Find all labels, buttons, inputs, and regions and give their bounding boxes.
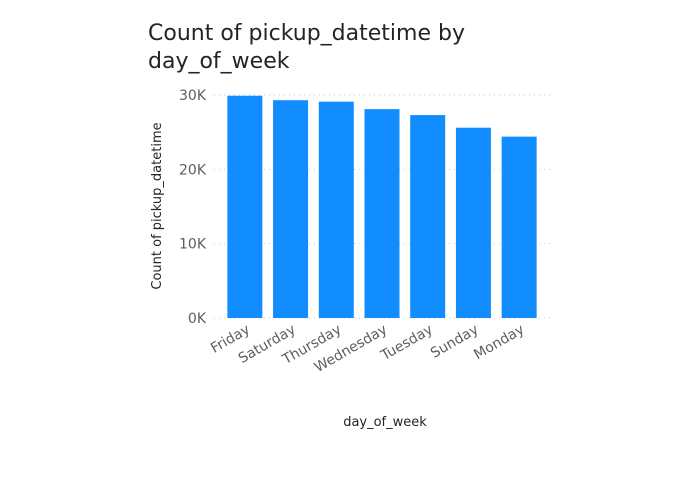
y-axis-title: Count of pickup_datetime	[150, 122, 165, 289]
chart-title-line-1: Count of pickup_datetime by	[148, 21, 465, 46]
x-tick-label: Tuesday	[378, 322, 436, 365]
bar-sunday[interactable]	[455, 127, 491, 318]
y-tick-label: 20K	[179, 162, 207, 178]
bar-tuesday[interactable]	[410, 115, 446, 318]
x-tick-label: Monday	[471, 322, 527, 363]
y-tick-label: 0K	[188, 311, 207, 327]
y-tick-label: 10K	[179, 237, 207, 253]
bar-monday[interactable]	[501, 136, 537, 318]
y-tick-label: 30K	[179, 88, 207, 104]
bar-friday[interactable]	[227, 95, 263, 318]
bar-thursday[interactable]	[318, 101, 354, 318]
x-axis-title: day_of_week	[343, 415, 427, 430]
x-axis-ticks: FridaySaturdayThursdayWednesdayTuesdaySu…	[208, 322, 527, 376]
bar-wednesday[interactable]	[364, 109, 400, 318]
gridlines	[214, 94, 550, 319]
bars	[227, 95, 537, 318]
chart-title-line-2: day_of_week	[148, 49, 290, 74]
bar-saturday[interactable]	[273, 100, 309, 318]
x-tick-label: Sunday	[428, 322, 481, 362]
y-axis-ticks: 0K 10K 20K 30K	[179, 88, 207, 327]
